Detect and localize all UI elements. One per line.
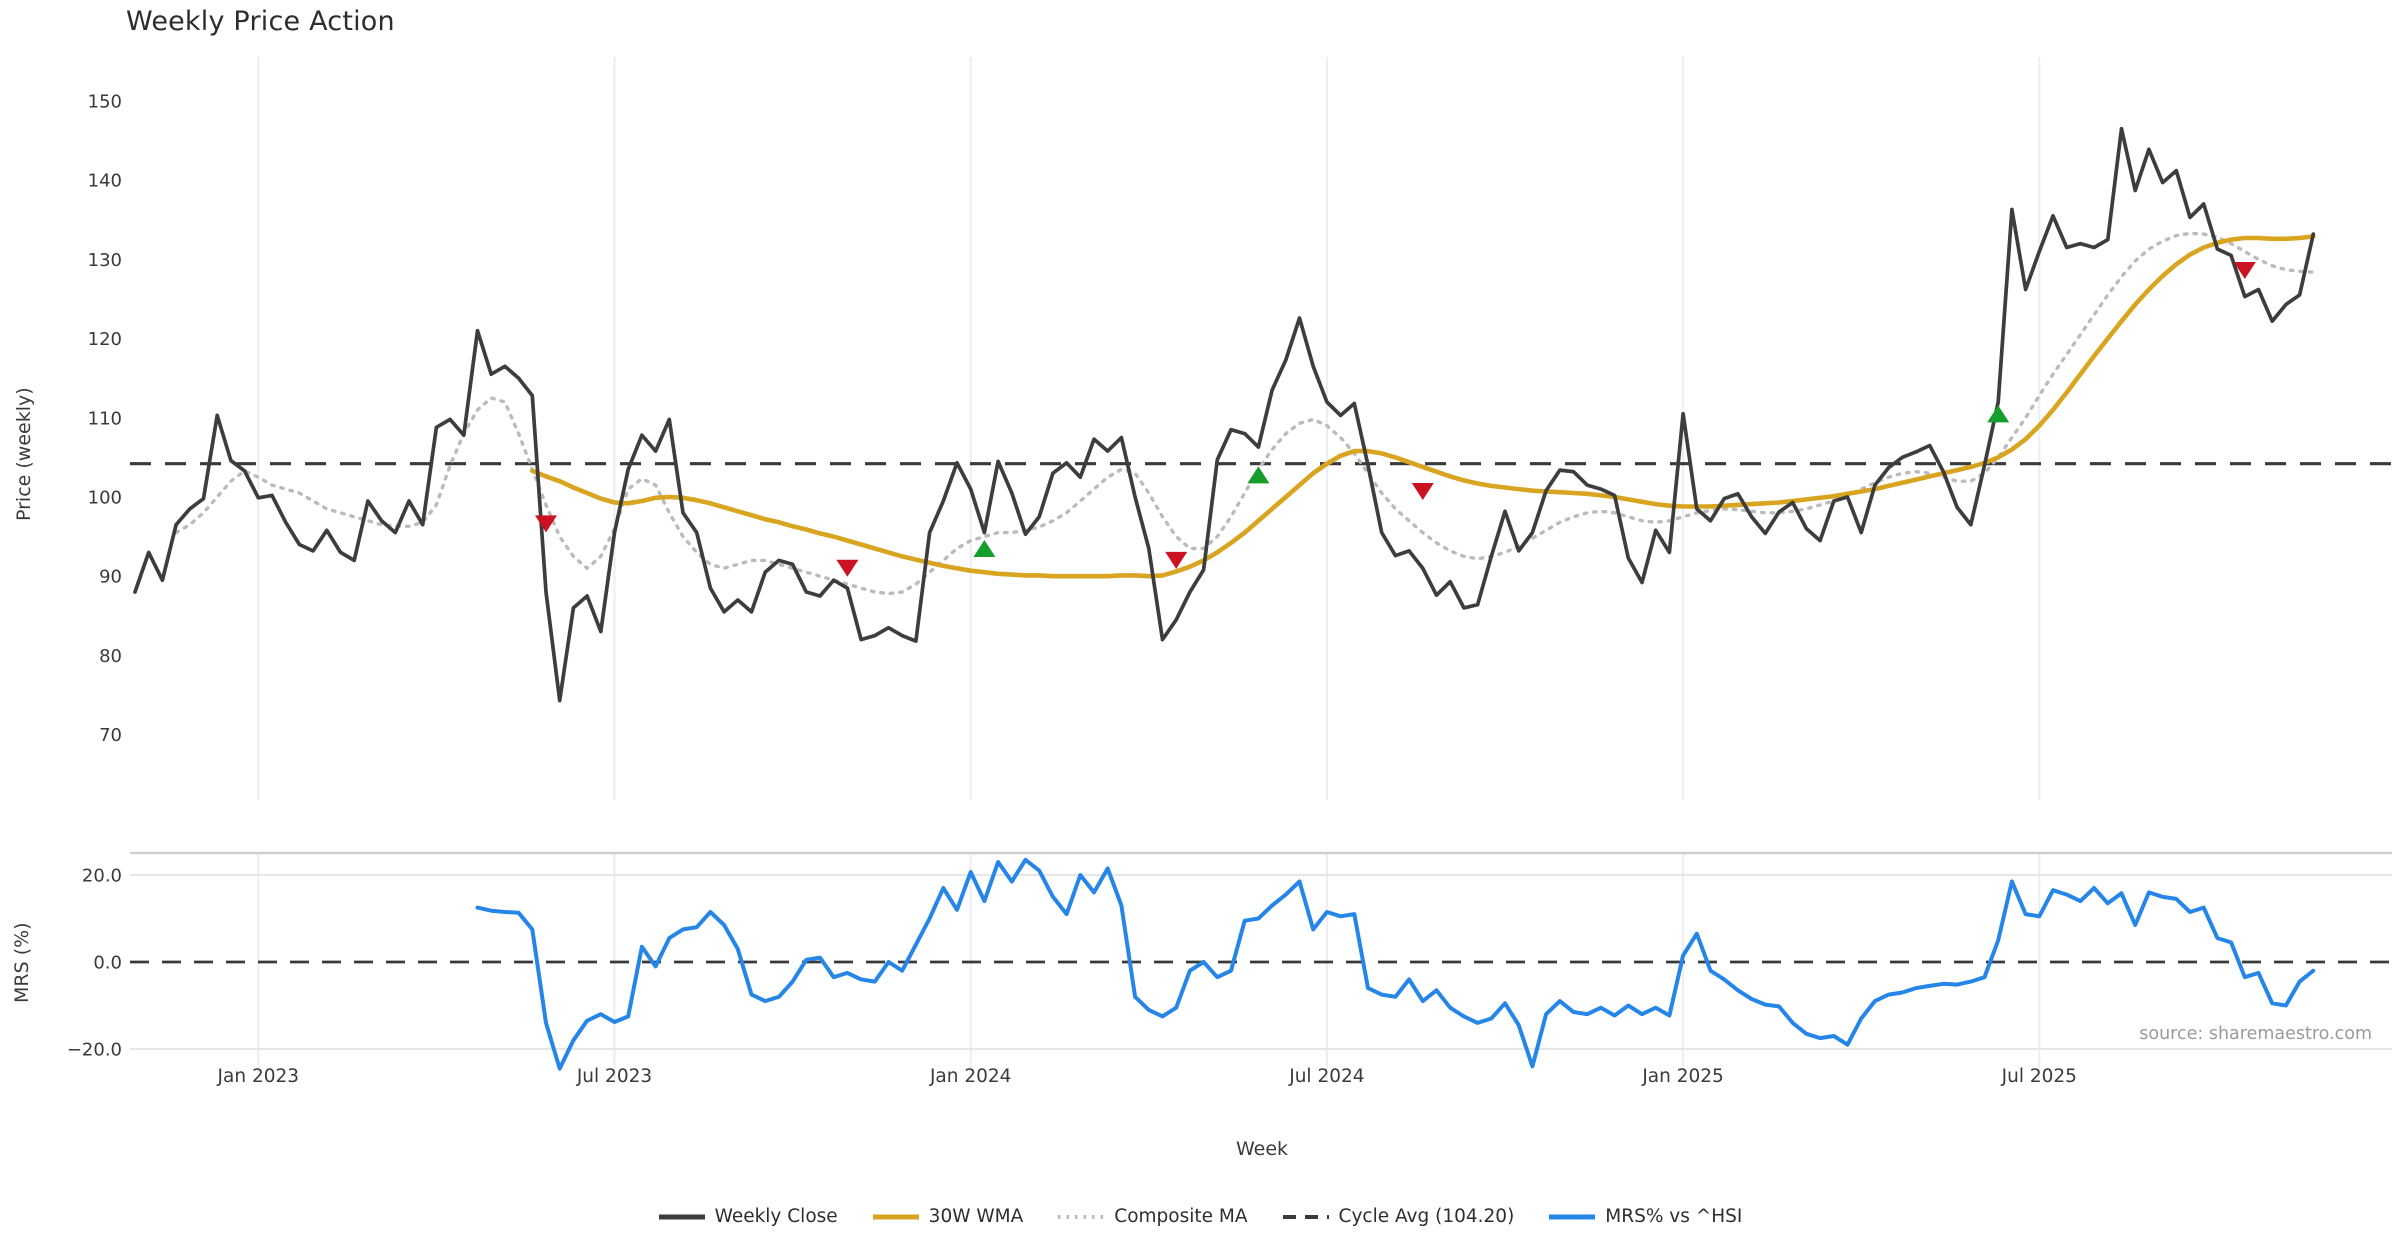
legend-item-cycle-avg-104-20: Cycle Avg (104.20) [1282,1206,1515,1227]
price-axis-label: Price (weekly) [13,387,35,521]
buy-signal-marker [1247,466,1270,484]
price-tick-label: 110 [88,408,122,429]
legend-item-label: MRS% vs ^HSI [1605,1206,1743,1227]
legend-item-label: Cycle Avg (104.20) [1338,1206,1515,1227]
mrs-line [475,857,2316,1071]
weekly-close-line [133,126,2316,703]
legend-item-label: 30W WMA [928,1206,1024,1227]
date-tick-label: Jan 2024 [929,1066,1011,1087]
date-tick-label: Jan 2025 [1641,1066,1723,1087]
sell-signal-marker [2233,261,2256,279]
legend-line-sample [1058,1214,1105,1219]
legend-item-label: Weekly Close [714,1206,838,1227]
legend-line-sample [1549,1214,1596,1219]
price-tick-label: 100 [88,488,122,509]
legend-item-30w-wma: 30W WMA [872,1206,1024,1227]
grid-layer [130,57,2392,1078]
wma-30w-line [529,234,2316,579]
mrs-tick-label: −20.0 [67,1040,122,1061]
legend-line-sample [1282,1214,1329,1219]
price-tick-label: 80 [99,646,122,667]
legend-item-label: Composite MA [1114,1206,1248,1227]
legend-item-mrs-vs-hsi: MRS% vs ^HSI [1548,1206,1742,1227]
price-tick-label: 120 [88,329,122,350]
mrs-panel [130,857,2392,1071]
mrs-tick-label: 20.0 [82,866,122,887]
page-title: Weekly Price Action [126,6,395,37]
buy-signal-marker [1987,405,2010,423]
date-tick-label: Jul 2024 [1288,1066,1364,1087]
sell-signal-marker [836,559,859,577]
axis-tick-labels: 150 140 130 120 110 100 90 80 70 20.0 0.0 −20.0 Jan … [67,92,2077,1088]
date-tick-label: Jul 2025 [2001,1066,2077,1087]
mrs-axis-label: MRS (%) [11,922,33,1003]
buy-signal-marker [973,539,996,557]
legend-item-weekly-close: Weekly Close [658,1206,838,1227]
composite-ma-line [174,231,2316,596]
x-axis-label: Week [1235,1138,1289,1160]
legend-item-composite-ma: Composite MA [1057,1206,1248,1227]
legend-line-sample [872,1214,919,1219]
legend-line-sample [658,1214,705,1219]
mrs-tick-label: 0.0 [93,953,122,974]
date-tick-label: Jul 2023 [576,1066,652,1087]
source-watermark: source: sharemaestro.com [2139,1024,2372,1044]
price-tick-label: 90 [99,567,122,588]
sell-signal-marker [1411,482,1434,500]
price-tick-label: 130 [88,250,122,271]
price-panel [130,126,2392,703]
price-tick-label: 150 [88,92,122,113]
date-tick-label: Jan 2023 [217,1066,299,1087]
price-tick-label: 70 [99,725,122,746]
sell-signal-marker [1165,551,1188,569]
legend: Weekly Close 30W WMA Composite MA Cycle Avg… [0,1206,2400,1227]
price-tick-label: 140 [88,171,122,192]
sell-signal-marker [535,515,557,533]
